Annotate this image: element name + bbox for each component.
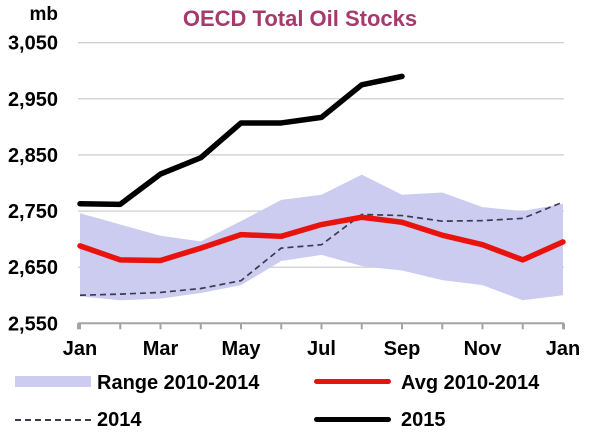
x-axis-tick-label: May (222, 338, 262, 360)
y-axis-tick-label: 2,850 (8, 145, 58, 167)
legend-label-2014: 2014 (97, 409, 142, 431)
x-axis-tick-label: Jan (546, 338, 580, 360)
x-axis-tick-label: Jan (63, 338, 97, 360)
legend-label-range: Range 2010-2014 (97, 372, 260, 394)
legend-2014-line-swatch (15, 419, 91, 421)
y-axis-tick-label: 2,550 (8, 313, 58, 335)
line-avg-2010-2014 (77, 214, 566, 264)
legend-avg-line-swatch (314, 379, 391, 384)
legend-range-band-swatch (15, 376, 91, 387)
y-axis-tick-label: 2,650 (8, 257, 58, 279)
line-2015 (77, 73, 405, 208)
x-axis-tick-label: Nov (464, 338, 503, 360)
x-axis-tick-label: Jul (307, 338, 336, 360)
line-2014 (79, 201, 564, 297)
legend-label-2015: 2015 (401, 409, 446, 431)
y-axis-tick-label: 2,750 (8, 201, 58, 223)
legend-2015-line-swatch (314, 417, 391, 422)
chart-title: OECD Total Oil Stocks (182, 6, 418, 31)
chart-legend: Range 2010-2014 Avg 2010-2014 2014 2015 (0, 364, 600, 443)
range-2010-2014-band (80, 174, 563, 301)
x-axis-tick-label: Sep (384, 338, 421, 360)
y-axis-tick-label: 3,050 (8, 33, 58, 55)
x-axis-tick-label: Mar (143, 338, 179, 360)
y-axis-unit-label: mb (29, 4, 59, 25)
legend-label-avg: Avg 2010-2014 (401, 372, 540, 394)
y-axis-tick-label: 2,950 (8, 89, 58, 111)
